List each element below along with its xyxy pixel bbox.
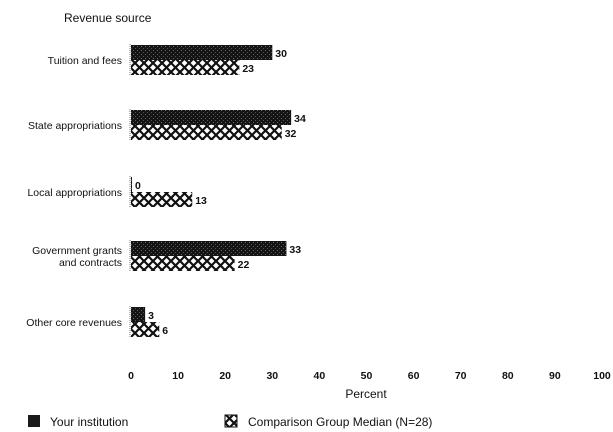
legend-swatch-your-institution bbox=[28, 415, 40, 427]
category-label: Tuition and fees bbox=[48, 55, 122, 67]
value-label-comparison: 23 bbox=[242, 63, 254, 75]
legend-label-your-institution: Your institution bbox=[50, 415, 128, 429]
x-tick-label: 70 bbox=[455, 370, 467, 382]
chart-title: Revenue source bbox=[64, 11, 152, 25]
x-tick-label: 50 bbox=[361, 370, 373, 382]
x-axis-ticks: 0 10 20 30 40 50 60 70 80 90 100 bbox=[128, 370, 611, 382]
bar-your-institution bbox=[131, 45, 273, 60]
category-label: Other core revenues bbox=[26, 317, 122, 329]
bar-comparison-median bbox=[131, 256, 235, 271]
bar-your-institution bbox=[131, 110, 292, 125]
legend: Your institution Comparison Group Median… bbox=[28, 414, 432, 429]
x-tick-label: 80 bbox=[502, 370, 514, 382]
x-tick-label: 90 bbox=[549, 370, 561, 382]
x-tick-label: 0 bbox=[128, 370, 134, 382]
value-label-your-institution: 30 bbox=[275, 48, 287, 60]
value-label-your-institution: 0 bbox=[135, 180, 141, 192]
value-label-your-institution: 33 bbox=[289, 244, 301, 256]
x-tick-label: 60 bbox=[408, 370, 420, 382]
bar-comparison-median bbox=[131, 60, 240, 75]
x-tick-label: 20 bbox=[219, 370, 231, 382]
bar-your-institution bbox=[131, 241, 287, 256]
category-label: State appropriations bbox=[28, 120, 122, 132]
bar-comparison-median bbox=[131, 322, 160, 337]
value-label-comparison: 13 bbox=[195, 195, 207, 207]
category-label-line: Government grants bbox=[32, 245, 122, 257]
category-label-line: Tuition and fees bbox=[48, 55, 122, 67]
bar-your-institution bbox=[131, 177, 132, 192]
value-label-comparison: 22 bbox=[238, 259, 250, 271]
category-label: Government grants and contracts bbox=[32, 245, 122, 269]
category-label-line: and contracts bbox=[59, 257, 122, 269]
value-label-your-institution: 34 bbox=[294, 113, 306, 125]
x-axis-title: Percent bbox=[345, 387, 387, 401]
value-label-comparison: 6 bbox=[162, 325, 168, 337]
legend-swatch-comparison bbox=[224, 414, 238, 428]
x-tick-label: 100 bbox=[593, 370, 611, 382]
value-label-your-institution: 3 bbox=[148, 310, 154, 322]
category-label-line: Local appropriations bbox=[27, 187, 122, 199]
x-tick-label: 30 bbox=[266, 370, 278, 382]
bar-comparison-median bbox=[131, 192, 193, 207]
bar-your-institution bbox=[131, 307, 146, 322]
category-label: Local appropriations bbox=[27, 187, 122, 199]
legend-label-comparison: Comparison Group Median (N=28) bbox=[248, 415, 432, 429]
category-label-line: State appropriations bbox=[28, 120, 122, 132]
category-label-line: Other core revenues bbox=[26, 317, 122, 329]
x-tick-label: 40 bbox=[314, 370, 326, 382]
value-label-comparison: 32 bbox=[285, 128, 297, 140]
x-tick-label: 10 bbox=[172, 370, 184, 382]
bar-comparison-median bbox=[131, 125, 282, 140]
